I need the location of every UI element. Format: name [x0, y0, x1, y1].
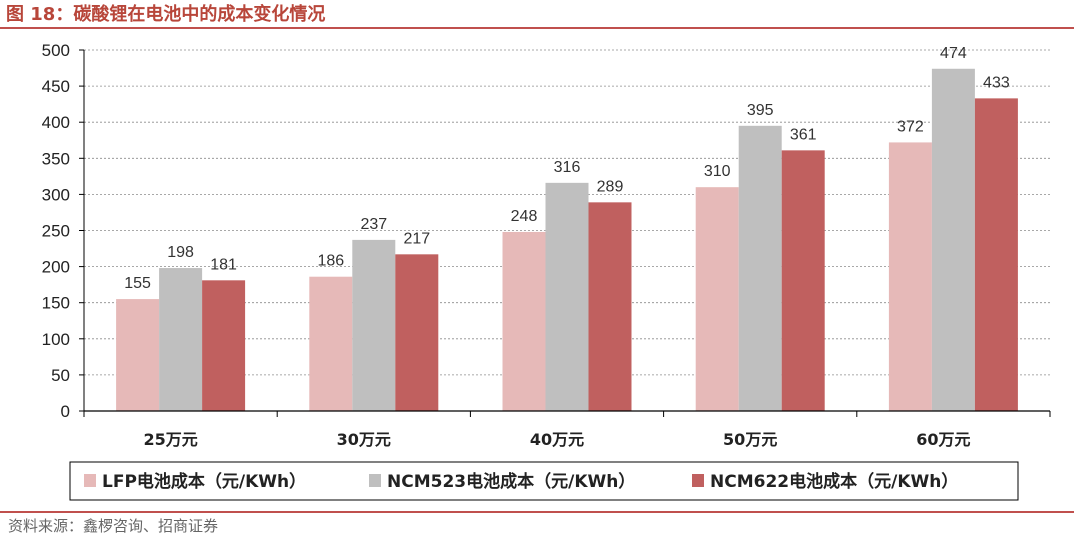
- legend: LFP电池成本（元/KWh） NCM523电池成本（元/KWh） NCM622电池成…: [69, 461, 1019, 501]
- data-label: 474: [940, 45, 967, 62]
- y-tick-label: 200: [42, 258, 70, 277]
- y-tick-label: 500: [42, 41, 70, 60]
- x-tick-label: 30万元: [337, 430, 391, 449]
- x-axis: 25万元 30万元 40万元 50万元 60万元: [83, 410, 1051, 449]
- bar: [781, 150, 825, 411]
- y-tick-label: 150: [42, 294, 70, 313]
- bar: [931, 68, 975, 411]
- bar: [202, 280, 246, 411]
- title-rule: [0, 27, 1074, 29]
- y-tick-label: 300: [42, 185, 70, 204]
- bar: [395, 254, 439, 411]
- y-tick-label: 50: [51, 366, 70, 385]
- y-tick-label: 0: [61, 402, 70, 421]
- data-label: 248: [511, 208, 538, 225]
- legend-box: [69, 461, 1019, 501]
- data-label: 361: [790, 126, 817, 143]
- data-label: 289: [597, 178, 624, 195]
- bar: [309, 276, 353, 411]
- bar: [545, 182, 589, 411]
- data-labels: 155 198 181 186 237 217 248 316 289 310 395 361 372 4…: [124, 45, 1010, 292]
- bar: [974, 98, 1018, 412]
- bar: [738, 125, 782, 411]
- y-tick-label: 250: [42, 222, 70, 241]
- figure-title: 图 18：碳酸锂在电池中的成本变化情况: [6, 4, 326, 25]
- data-label: 186: [317, 253, 344, 270]
- data-label: 155: [124, 275, 151, 292]
- x-tick-label: 25万元: [143, 430, 197, 449]
- legend-swatch: [84, 474, 96, 487]
- bars: [116, 68, 1018, 412]
- data-label: 395: [747, 102, 774, 119]
- legend-swatch: [369, 474, 381, 487]
- legend-label: LFP电池成本（元/KWh）: [102, 471, 306, 492]
- y-tick-label: 400: [42, 113, 70, 132]
- data-label: 316: [554, 159, 581, 176]
- bar: [695, 187, 739, 411]
- source-note: 资料来源：鑫椤咨询、招商证券: [8, 517, 219, 535]
- data-label: 198: [167, 244, 194, 261]
- bar: [502, 231, 546, 411]
- y-tick-label: 450: [42, 77, 70, 96]
- bar: [116, 299, 160, 411]
- data-label: 181: [210, 256, 237, 273]
- data-label: 433: [983, 74, 1010, 91]
- data-label: 310: [704, 163, 731, 180]
- source-rule: [0, 511, 1074, 513]
- data-label: 372: [897, 118, 924, 135]
- legend-swatch: [692, 474, 704, 487]
- y-tick-label: 100: [42, 330, 70, 349]
- data-label: 237: [360, 216, 387, 233]
- legend-label: NCM622电池成本（元/KWh）: [710, 471, 958, 492]
- bar: [352, 239, 396, 411]
- x-tick-label: 40万元: [530, 430, 584, 449]
- legend-label: NCM523电池成本（元/KWh）: [387, 471, 635, 492]
- y-axis: 0 50 100 150 200 250 300 350 400 450 500: [42, 41, 85, 421]
- y-tick-label: 350: [42, 149, 70, 168]
- x-tick-label: 50万元: [723, 430, 777, 449]
- bar: [159, 268, 203, 411]
- bar: [888, 142, 932, 411]
- data-label: 217: [403, 230, 430, 247]
- bar: [588, 202, 632, 411]
- x-tick-label: 60万元: [916, 430, 970, 449]
